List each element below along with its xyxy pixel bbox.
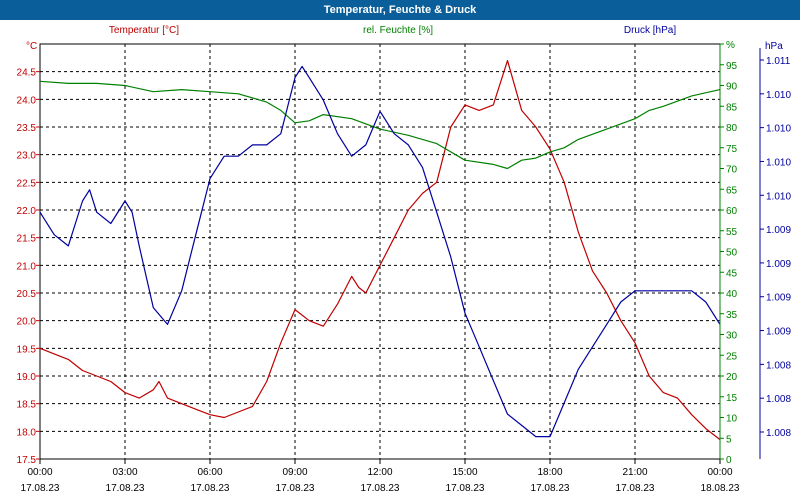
right1-tick-label: 70 [726,165,738,176]
x-tick-label-time: 12:00 [367,467,392,478]
left-tick-label: 17.5 [17,455,37,466]
right1-tick-label: 50 [726,248,738,259]
series-line-pressure [39,65,721,438]
x-tick-label-date: 17.08.23 [361,483,400,494]
right1-tick-label: 90 [726,82,738,93]
x-tick-label-time: 21:00 [622,467,647,478]
x-tick-label-date: 17.08.23 [21,483,60,494]
right1-tick-label: 85 [726,102,738,113]
left-tick-label: 20.0 [17,317,37,328]
right1-tick-label: 65 [726,185,738,196]
right2-tick-label: 1.010 [766,191,791,202]
x-tick-label-time: 18:00 [537,467,562,478]
series-line-temperature [39,59,721,441]
x-tick-label-date: 17.08.23 [446,483,485,494]
right1-tick-label: 95 [726,61,738,72]
series-lines [39,59,721,441]
x-tick-label-time: 00:00 [27,467,52,478]
x-tick-label-time: 09:00 [282,467,307,478]
right1-tick-label: 10 [726,414,738,425]
left-tick-label: 20.5 [17,289,37,300]
axes: 00:00 17.08.23 03:00 17.08.23 06:00 17.08.23 0… [17,40,792,494]
right1-tick-label: 5 [726,434,732,445]
legend-humidity: rel. Feuchte [%] [363,25,433,36]
x-tick-label-date: 17.08.23 [276,483,315,494]
x-tick-label-time: 06:00 [197,467,222,478]
x-tick-label-date: 18.08.23 [701,483,740,494]
chart-title: Temperatur, Feuchte & Druck [0,0,800,20]
left-tick-label: 21.0 [17,261,37,272]
x-tick-label-time: 00:00 [707,467,732,478]
right1-tick-label: 0 [726,455,732,466]
left-tick-label: 23.5 [17,123,37,134]
right2-tick-label: 1.010 [766,157,791,168]
right2-tick-label: 1.009 [766,327,791,338]
left-tick-label: 18.5 [17,400,37,411]
right1-tick-label: 30 [726,331,738,342]
left-axis-unit: °C [26,41,37,52]
left-tick-label: 19.0 [17,372,37,383]
left-tick-label: 22.5 [17,178,37,189]
left-tick-label: 24.0 [17,95,37,106]
left-tick-label: 19.5 [17,344,37,355]
x-tick-label-date: 17.08.23 [191,483,230,494]
x-tick-label-date: 17.08.23 [531,483,570,494]
right2-tick-label: 1.008 [766,360,791,371]
right2-axis-unit: hPa [765,41,783,52]
right1-tick-label: 75 [726,144,738,155]
right1-tick-label: 15 [726,393,738,404]
right2-tick-label: 1.010 [766,124,791,135]
right1-tick-label: 35 [726,310,738,321]
series-line-humidity [39,80,721,170]
right1-tick-label: 20 [726,372,738,383]
right1-tick-label: 80 [726,123,738,134]
legend-temperature: Temperatur [°C] [109,25,179,36]
right2-tick-label: 1.008 [766,428,791,439]
right1-tick-label: 40 [726,289,738,300]
right1-tick-label: 60 [726,206,738,217]
right2-tick-label: 1.009 [766,225,791,236]
right2-tick-label: 1.008 [766,394,791,405]
x-tick-label-time: 15:00 [452,467,477,478]
legend-pressure: Druck [hPa] [624,25,676,36]
right1-tick-label: 25 [726,351,738,362]
right1-tick-label: % [726,40,735,51]
right2-tick-label: 1.011 [766,56,791,67]
x-tick-label-time: 03:00 [112,467,137,478]
right2-tick-label: 1.009 [766,259,791,270]
left-tick-label: 21.5 [17,234,37,245]
right1-tick-label: 45 [726,268,738,279]
left-tick-label: 24.5 [17,68,37,79]
right2-tick-label: 1.009 [766,293,791,304]
left-tick-label: 23.0 [17,151,37,162]
x-tick-label-date: 17.08.23 [616,483,655,494]
right2-tick-label: 1.010 [766,90,791,101]
right1-tick-label: 55 [726,227,738,238]
left-tick-label: 22.0 [17,206,37,217]
x-tick-label-date: 17.08.23 [106,483,145,494]
left-tick-label: 18.0 [17,427,37,438]
